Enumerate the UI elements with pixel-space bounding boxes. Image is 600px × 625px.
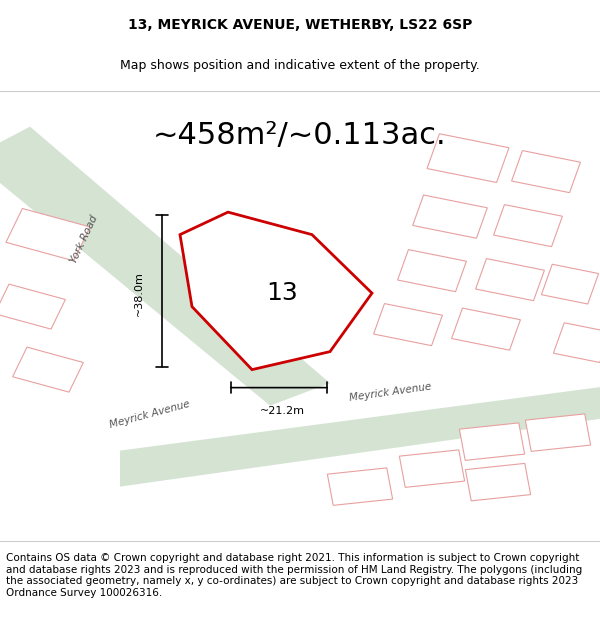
Polygon shape	[494, 204, 562, 247]
Polygon shape	[512, 151, 580, 192]
Text: Meyrick Avenue: Meyrick Avenue	[109, 399, 191, 430]
Text: 13: 13	[266, 281, 298, 305]
Polygon shape	[400, 450, 464, 488]
Text: Map shows position and indicative extent of the property.: Map shows position and indicative extent…	[120, 59, 480, 72]
Polygon shape	[0, 284, 65, 329]
Polygon shape	[13, 347, 83, 392]
Text: ~21.2m: ~21.2m	[260, 406, 305, 416]
Polygon shape	[526, 414, 590, 451]
Polygon shape	[6, 209, 90, 261]
Text: 13, MEYRICK AVENUE, WETHERBY, LS22 6SP: 13, MEYRICK AVENUE, WETHERBY, LS22 6SP	[128, 18, 472, 32]
Polygon shape	[553, 322, 600, 362]
Text: Contains OS data © Crown copyright and database right 2021. This information is : Contains OS data © Crown copyright and d…	[6, 553, 582, 598]
Polygon shape	[427, 134, 509, 182]
Polygon shape	[120, 383, 600, 487]
Text: York Road: York Road	[68, 214, 100, 265]
Polygon shape	[466, 463, 530, 501]
Polygon shape	[374, 304, 442, 346]
Polygon shape	[452, 308, 520, 350]
Polygon shape	[460, 423, 524, 461]
Text: ~38.0m: ~38.0m	[134, 271, 144, 316]
Polygon shape	[0, 127, 330, 406]
Text: ~458m²/~0.113ac.: ~458m²/~0.113ac.	[153, 121, 447, 150]
Polygon shape	[476, 259, 544, 301]
Polygon shape	[413, 195, 487, 238]
Polygon shape	[398, 249, 466, 292]
Text: Meyrick Avenue: Meyrick Avenue	[348, 381, 432, 403]
Polygon shape	[180, 212, 372, 369]
Polygon shape	[541, 264, 599, 304]
Polygon shape	[328, 468, 392, 506]
